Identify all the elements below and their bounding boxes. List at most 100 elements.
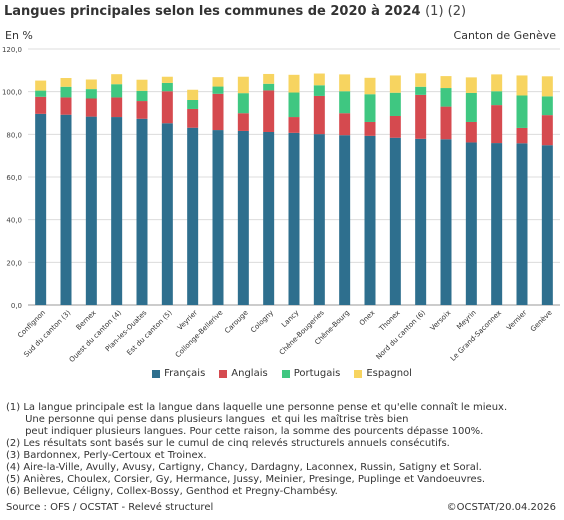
y-tick-label: 60,0 [6, 174, 22, 182]
bar-segment-anglais [60, 97, 72, 115]
legend-swatch-anglais [219, 369, 228, 378]
bar-segment-francais [60, 114, 72, 305]
bar-segment-portugais [415, 86, 427, 95]
bar-segment-anglais [85, 98, 97, 117]
bar-segment-espagnol [364, 77, 376, 95]
source-note: Source : OFS / OCSTAT - Relevé structure… [6, 502, 214, 513]
legend-swatch-espagnol [354, 369, 363, 378]
footnote-line: (5) Anières, Choulex, Corsier, Gy, Herma… [6, 474, 486, 485]
bar-segment-portugais [263, 83, 275, 91]
x-tick-label: Onex [358, 309, 377, 328]
bar-segment-francais [237, 130, 249, 305]
footnote-line: (1) La langue principale est la langue d… [6, 402, 508, 413]
y-tick-label: 20,0 [6, 259, 22, 267]
bar-segment-anglais [288, 117, 300, 133]
bar-segment-anglais [415, 94, 427, 139]
legend-swatch-portugais [281, 369, 290, 378]
bar-segment-anglais [313, 95, 325, 135]
bar-segment-espagnol [415, 73, 427, 87]
chart-title: Langues principales selon les communes d… [4, 4, 466, 19]
y-tick-label: 80,0 [6, 131, 22, 139]
bar-segment-francais [339, 135, 351, 305]
bar-segment-espagnol [60, 78, 72, 87]
x-tick-label: Chêne-Bougeries [278, 309, 326, 357]
bar-segment-portugais [313, 85, 325, 96]
bar-segment-espagnol [35, 80, 47, 91]
x-tick-label: Versoix [429, 309, 453, 333]
bar-segment-espagnol [85, 79, 97, 90]
bar-segment-francais [187, 127, 199, 305]
x-tick-label: Genève [529, 309, 554, 334]
x-tick-label: Collonge-Bellerive [174, 309, 224, 359]
footnote-line: peut indiquer plusieurs langues. Pour ce… [6, 426, 484, 437]
bar-segment-espagnol [237, 76, 249, 94]
bar-segment-francais [389, 137, 401, 305]
chart-legend: Français Anglais Portugais Espagnol [0, 368, 564, 379]
footnote-line: Une personne qui pense dans plusieurs la… [6, 414, 409, 425]
bar-segment-francais [111, 117, 123, 305]
bar-segment-anglais [465, 121, 477, 143]
bar-segment-portugais [465, 92, 477, 122]
bar-segment-espagnol [111, 74, 123, 85]
bar-segment-espagnol [288, 74, 300, 93]
x-tick-label: Sud du canton (3) [22, 309, 72, 359]
legend-item-portugais: Portugais [281, 368, 341, 379]
legend-item-anglais: Anglais [219, 368, 268, 379]
x-tick-label: Lancy [280, 309, 300, 329]
bar-segment-francais [161, 123, 173, 306]
bar-segment-anglais [364, 121, 376, 136]
bar-segment-portugais [516, 95, 528, 128]
bar-segment-espagnol [516, 75, 528, 96]
bar-segment-francais [136, 118, 148, 305]
legend-label-anglais: Anglais [231, 368, 268, 379]
bar-segment-portugais [85, 89, 97, 99]
unit-label: En % [5, 29, 33, 42]
y-tick-label: 120,0 [2, 46, 22, 54]
bar-segment-francais [541, 145, 553, 305]
bar-segment-portugais [187, 99, 199, 109]
bar-segment-francais [364, 135, 376, 305]
legend-item-francais: Français [152, 368, 205, 379]
legend-item-espagnol: Espagnol [354, 368, 412, 379]
bar-segment-portugais [288, 92, 300, 118]
bar-segment-anglais [491, 105, 503, 144]
bar-segment-espagnol [136, 79, 148, 91]
copyright-note: ©OCSTAT/20.04.2026 [446, 502, 556, 513]
bar-segment-francais [212, 130, 224, 305]
bar-segment-anglais [339, 113, 351, 136]
bar-segment-anglais [212, 93, 224, 131]
x-tick-label: Le Grand-Saconnex [449, 309, 503, 363]
bar-segment-anglais [35, 96, 47, 114]
legend-label-francais: Français [164, 368, 206, 379]
x-tick-label: Vernier [505, 309, 528, 332]
bar-segment-espagnol [389, 75, 401, 93]
x-tick-label: Veyrier [176, 309, 199, 332]
bar-segment-portugais [35, 90, 47, 97]
y-tick-label: 100,0 [2, 89, 22, 97]
y-tick-label: 0,0 [11, 302, 22, 310]
footnote-line: (6) Bellevue, Céligny, Collex-Bossy, Gen… [6, 486, 338, 497]
x-tick-label: Meyrin [455, 309, 477, 331]
bar-segment-espagnol [491, 74, 503, 92]
bar-segment-portugais [339, 91, 351, 114]
footnote-line: (2) Les résultats sont basés sur le cumu… [6, 438, 450, 449]
bar-segment-espagnol [313, 73, 325, 86]
bar-segment-portugais [212, 86, 224, 94]
bar-segment-espagnol [440, 76, 452, 89]
legend-label-portugais: Portugais [293, 368, 341, 379]
bar-segment-anglais [161, 91, 173, 124]
bar-segment-portugais [440, 88, 452, 107]
bar-segment-portugais [364, 94, 376, 122]
bar-segment-portugais [491, 91, 503, 106]
bar-segment-anglais [263, 90, 275, 132]
footnote-line: (4) Aire-la-Ville, Avully, Avusy, Cartig… [6, 462, 482, 473]
bar-segment-portugais [161, 82, 173, 92]
bar-segment-francais [35, 113, 47, 305]
bar-segment-portugais [237, 93, 249, 114]
bar-segment-anglais [237, 113, 249, 131]
bar-segment-espagnol [339, 74, 351, 92]
bar-segment-francais [313, 134, 325, 305]
x-tick-label: Est du canton (5) [125, 309, 174, 358]
bar-segment-espagnol [541, 76, 553, 97]
bar-segment-portugais [389, 92, 401, 116]
